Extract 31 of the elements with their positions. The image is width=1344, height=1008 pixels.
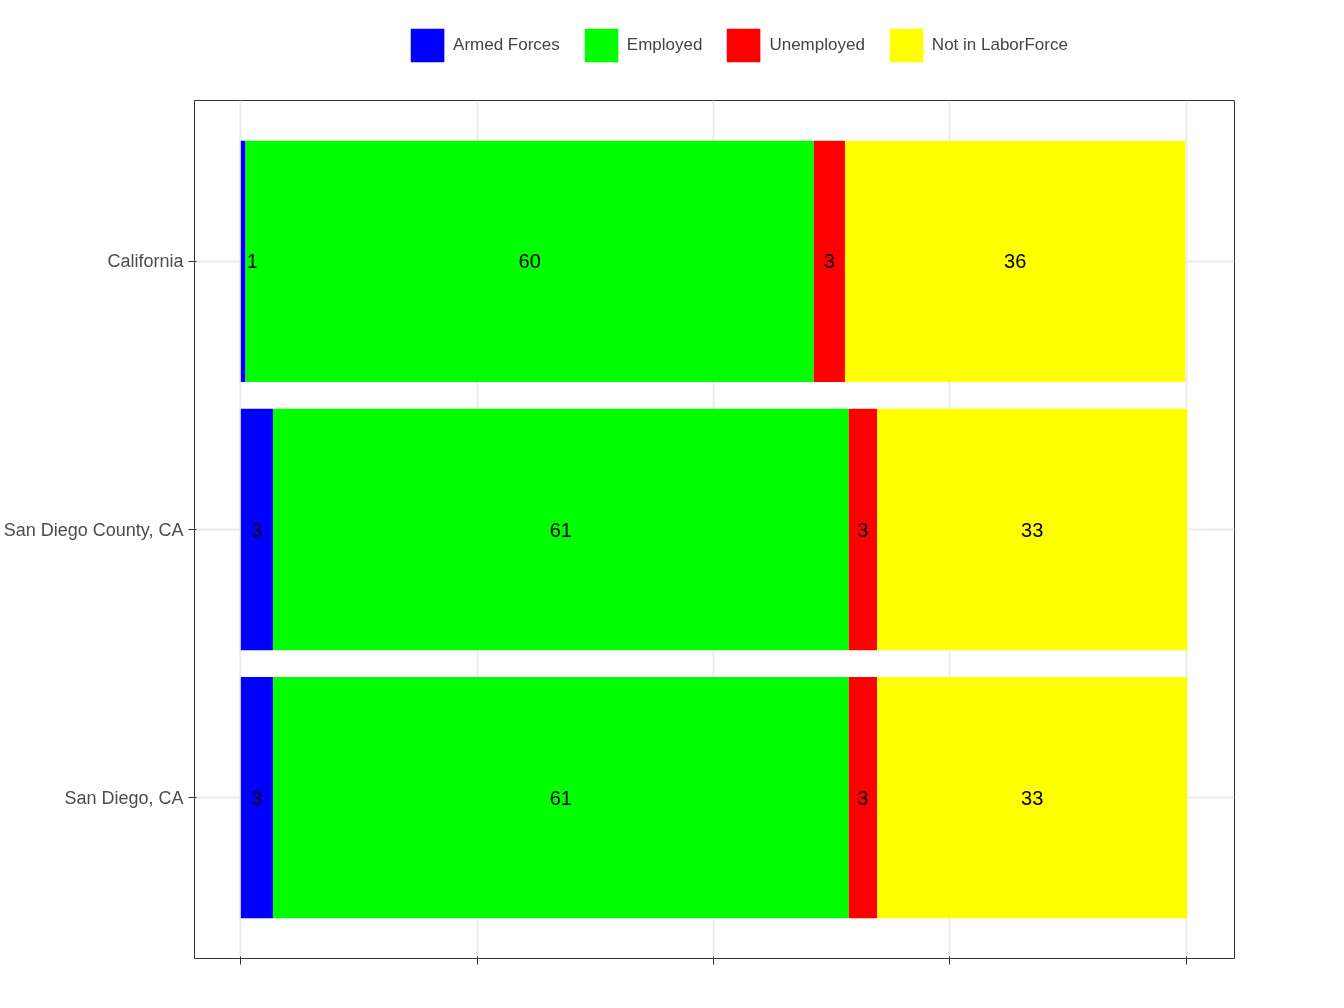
y-tick-label: San Diego, CA (64, 787, 184, 808)
bar (240, 676, 273, 919)
data-label: 1 (246, 250, 258, 273)
data-label: 60 (518, 250, 541, 273)
y-tick-label: California (107, 251, 185, 272)
bar (844, 140, 1186, 383)
legend-label: Armed Forces (453, 35, 560, 55)
data-label: 3 (251, 786, 263, 809)
y-tick-label: San Diego County, CA (3, 519, 184, 540)
data-label: 3 (823, 250, 835, 273)
data-label: 3 (857, 518, 869, 541)
data-label: 61 (549, 518, 572, 541)
data-label: 3 (857, 786, 869, 809)
bar (848, 676, 878, 919)
data-label: 3 (251, 518, 263, 541)
legend-label: Not in LaborForce (931, 35, 1068, 55)
bar (848, 408, 878, 651)
data-label: 33 (1021, 786, 1044, 809)
bar (240, 140, 246, 383)
bar (813, 140, 845, 383)
data-label: 61 (549, 786, 572, 809)
bar (272, 408, 849, 651)
bar (877, 408, 1188, 651)
data-label: 33 (1021, 518, 1044, 541)
bar (245, 140, 814, 383)
legend-label: Unemployed (769, 35, 865, 55)
data-label: 36 (1004, 250, 1027, 273)
bar (272, 676, 849, 919)
bar (877, 676, 1188, 919)
legend-label: Employed (626, 35, 703, 55)
bar (240, 408, 273, 651)
